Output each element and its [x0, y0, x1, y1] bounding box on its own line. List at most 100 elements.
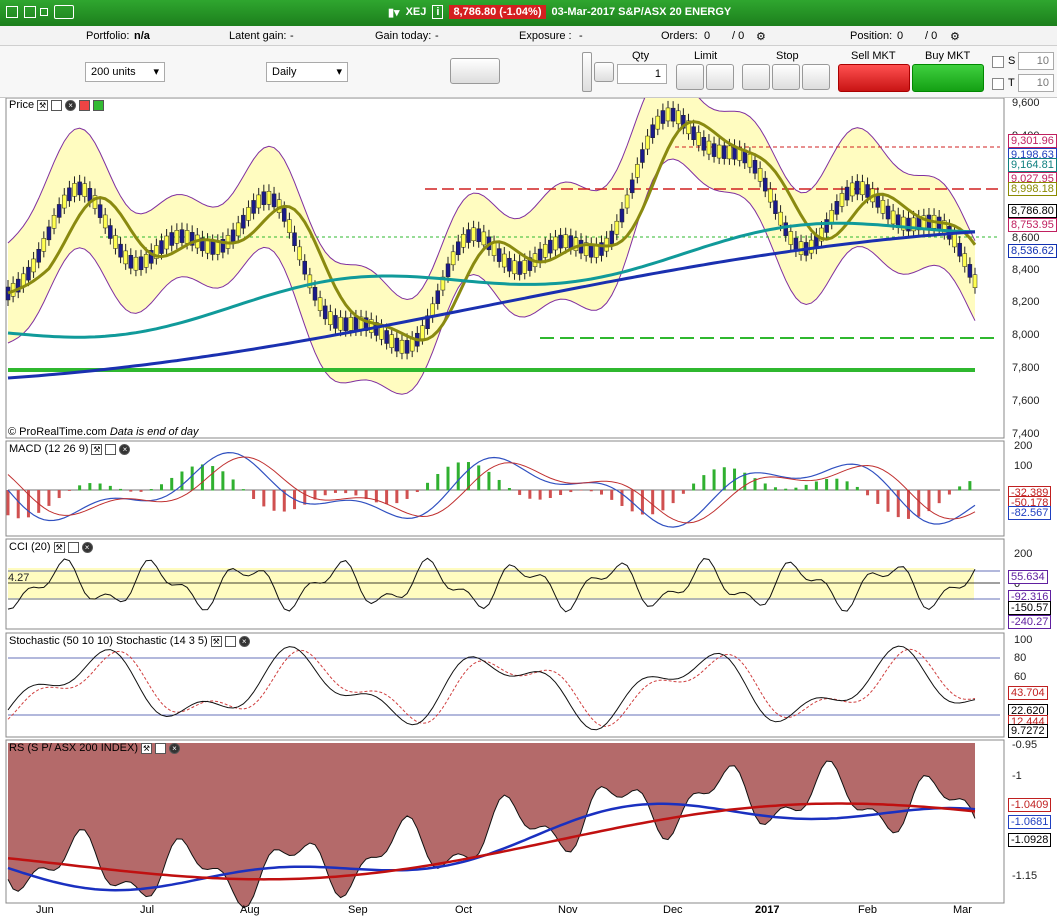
candle-body	[282, 208, 287, 222]
sell-market-button[interactable]	[838, 64, 910, 92]
candle-body	[711, 143, 717, 157]
t-checkbox[interactable]	[992, 78, 1004, 90]
chart-type-icon[interactable]: ▮▾	[388, 6, 400, 19]
candle-body	[62, 194, 67, 209]
macd-panel[interactable]	[5, 440, 1005, 537]
macd-histogram-bar	[200, 464, 204, 491]
macd-histogram-bar	[159, 484, 163, 491]
candle-body	[706, 140, 712, 155]
macd-histogram-bar	[722, 467, 726, 491]
window-icon[interactable]	[224, 635, 236, 647]
candle-body	[583, 242, 589, 256]
bollinger-lower-line	[7, 158, 976, 395]
position-gear-icon[interactable]: ⚙	[950, 31, 960, 43]
info-icon[interactable]: i	[432, 5, 444, 19]
s-input[interactable]: 10	[1018, 52, 1054, 70]
collapse-arrow-icon[interactable]	[582, 52, 592, 92]
wrench-icon[interactable]: ⚒	[141, 742, 152, 754]
macd-histogram-bar	[968, 481, 972, 491]
window-icon[interactable]	[105, 443, 117, 455]
macd-title-text: MACD (12 26 9)	[9, 443, 89, 455]
stop-trailing-button[interactable]	[802, 64, 830, 90]
window-restore-icon[interactable]	[40, 8, 48, 16]
window-icon[interactable]	[51, 99, 63, 111]
candle-body	[517, 261, 522, 275]
macd-histogram-bar	[927, 490, 931, 512]
candle-body	[102, 214, 108, 229]
candle-body	[952, 233, 957, 248]
close-icon[interactable]: ×	[119, 443, 131, 455]
candle-body	[645, 135, 650, 150]
candle-body	[297, 246, 302, 261]
qty-input[interactable]: 1	[617, 64, 667, 84]
keyboard-icon[interactable]	[54, 5, 74, 19]
month-tick-label: Feb	[858, 904, 877, 916]
close-icon[interactable]: ×	[169, 742, 180, 754]
candle-body	[246, 207, 251, 221]
s-checkbox[interactable]	[992, 56, 1004, 68]
wrench-icon[interactable]: ⚒	[37, 99, 49, 111]
wrench-icon[interactable]: ⚒	[53, 541, 65, 553]
units-select[interactable]: 200 units	[85, 62, 165, 82]
t-input[interactable]: 10	[1018, 74, 1054, 92]
close-icon[interactable]: ×	[81, 541, 93, 553]
limit-sell-button[interactable]	[706, 64, 734, 90]
macd-histogram-bar	[149, 489, 153, 491]
window-icon[interactable]	[155, 742, 166, 754]
candle-body	[251, 200, 256, 214]
limit-buy-button[interactable]	[676, 64, 704, 90]
close-icon[interactable]: ×	[65, 99, 77, 111]
candle-body	[241, 214, 246, 229]
macd-histogram-bar	[252, 490, 256, 499]
month-tick-label: Sep	[348, 904, 368, 916]
price-axis-tick: 8,200	[1012, 296, 1040, 308]
stochastic-panel[interactable]	[5, 632, 1005, 738]
macd-histogram-bar	[620, 490, 624, 506]
candle-body	[450, 251, 456, 266]
macd-histogram-bar	[497, 479, 501, 491]
stop-sell-button[interactable]	[772, 64, 800, 90]
macd-histogram-bar	[129, 490, 133, 492]
candle-body	[379, 325, 384, 340]
buy-order-icon[interactable]	[93, 99, 105, 111]
portfolio-value: n/a	[134, 30, 150, 42]
wrench-icon[interactable]: ⚒	[91, 443, 103, 455]
macd-histogram-bar	[579, 490, 583, 491]
cci-value-tag: -150.57	[1008, 601, 1052, 615]
macd-histogram-bar	[333, 490, 337, 493]
macd-histogram-bar	[712, 469, 716, 491]
chart-area[interactable]	[0, 98, 1057, 920]
sell-order-icon[interactable]	[79, 99, 91, 111]
candle-body	[466, 229, 471, 243]
wrench-icon[interactable]: ⚒	[210, 635, 222, 647]
window-close-icon[interactable]	[6, 6, 18, 18]
macd-histogram-bar	[487, 471, 491, 491]
macd-histogram-bar	[282, 490, 286, 512]
candle-body	[880, 200, 886, 214]
macd-histogram-bar	[569, 490, 573, 493]
buy-market-button[interactable]	[912, 64, 984, 92]
close-icon[interactable]: ×	[238, 635, 250, 647]
candle-body	[752, 160, 758, 174]
cci-panel-title: CCI (20) ⚒ ×	[9, 541, 93, 553]
macd-histogram-bar	[108, 485, 112, 491]
candle-body	[829, 210, 834, 224]
stop-buy-button[interactable]	[742, 64, 770, 90]
macd-histogram-bar	[958, 486, 962, 491]
indicator-settings-icon[interactable]	[450, 58, 500, 84]
candle-body	[87, 188, 93, 202]
candle-body	[118, 243, 123, 258]
macd-histogram-bar	[640, 490, 644, 515]
orders-gear-icon[interactable]: ⚙	[756, 31, 766, 43]
period-select[interactable]: Daily	[266, 62, 348, 82]
candle-body	[691, 126, 696, 140]
candle-body	[15, 278, 21, 293]
buy-mkt-label: Buy MKT	[925, 50, 971, 62]
window-minimize-icon[interactable]	[24, 6, 36, 18]
candle-body	[133, 256, 139, 271]
orders-count-b: / 0	[732, 30, 745, 42]
window-icon[interactable]	[67, 541, 79, 553]
rs-line	[7, 760, 976, 909]
candle-body	[455, 241, 461, 256]
wrench-icon[interactable]	[594, 62, 614, 82]
